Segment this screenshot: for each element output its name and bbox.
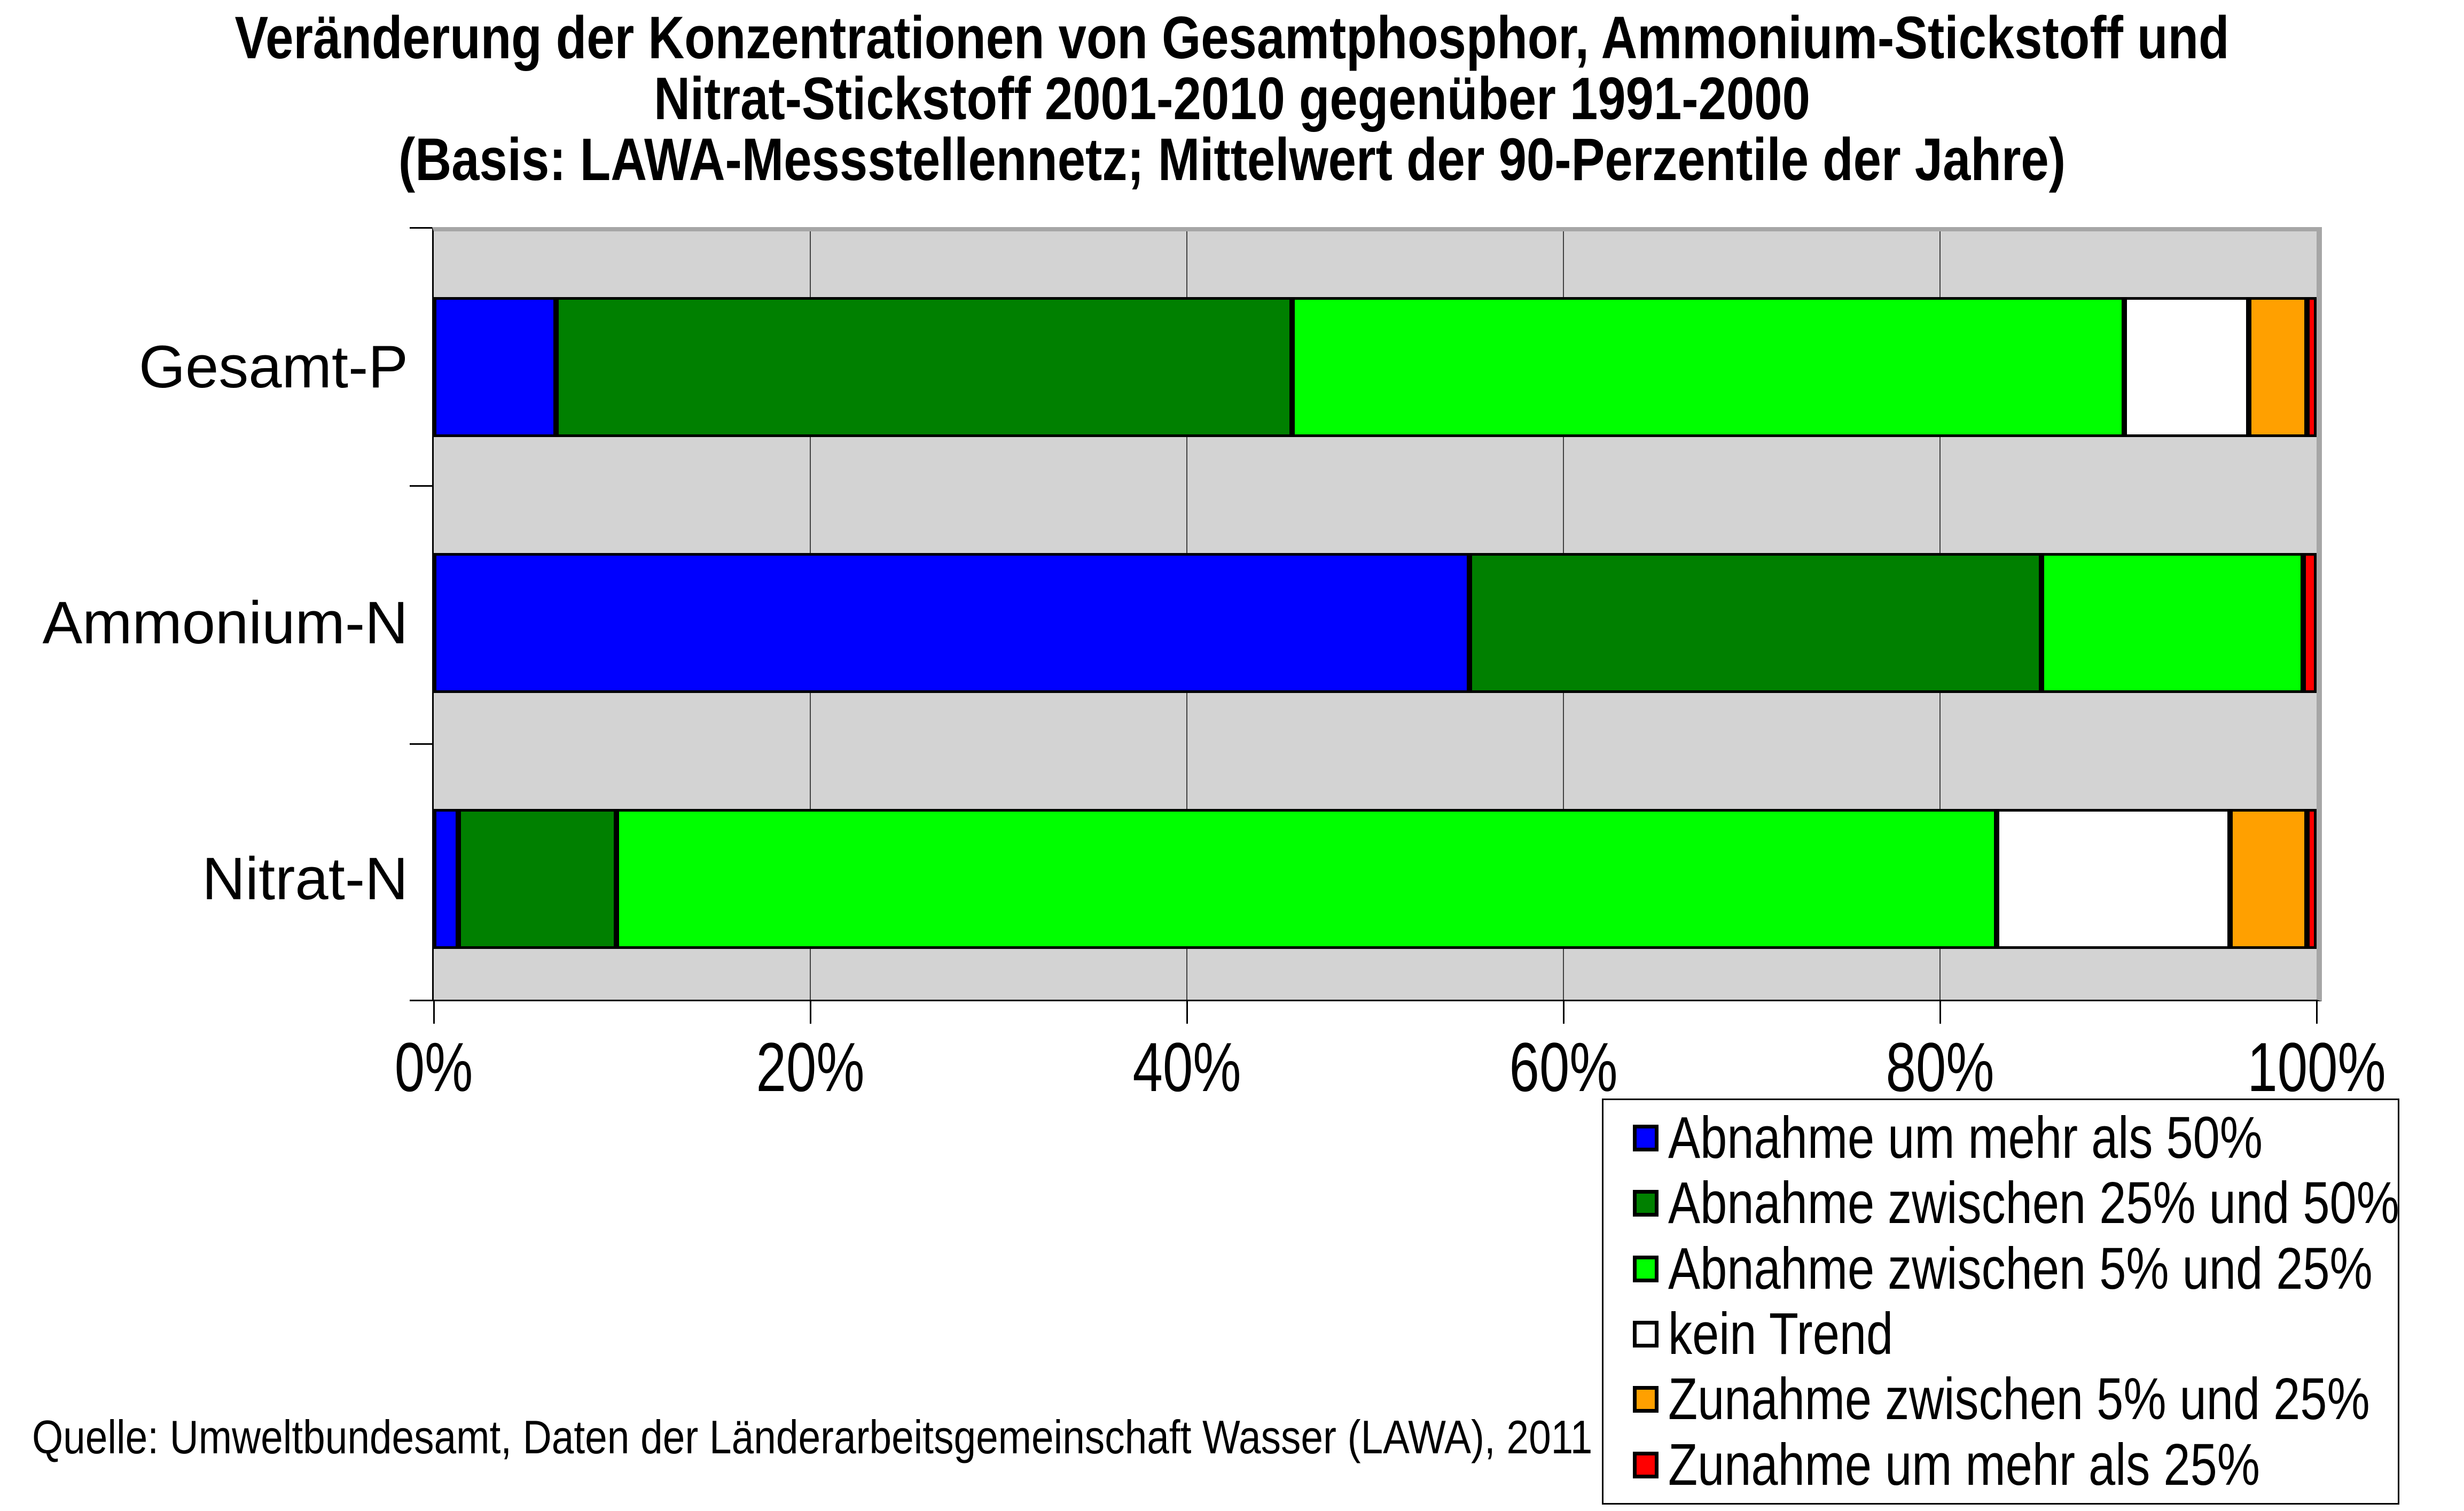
legend-item-label: Abnahme zwischen 25% und 50% xyxy=(1668,1170,2399,1236)
y-axis-tick xyxy=(410,485,432,487)
legend-item: Abnahme um mehr als 50% xyxy=(1633,1105,2398,1171)
bar-segment xyxy=(2230,809,2307,949)
y-axis-label-nitrat-n: Nitrat-N xyxy=(202,845,408,913)
chart-title: Veränderung der Konzentrationen von Gesa… xyxy=(197,7,2267,190)
legend-item: kein Trend xyxy=(1633,1301,2398,1367)
bar-row-ammonium-n xyxy=(434,553,2317,693)
y-axis-tick xyxy=(410,1000,432,1001)
source-note: Quelle: Umweltbundesamt, Daten der Lände… xyxy=(32,1411,1593,1463)
x-axis-tick xyxy=(1939,1001,1941,1024)
chart-title-line-2: Nitrat-Stickstoff 2001-2010 gegenüber 19… xyxy=(654,65,1810,132)
legend-swatch-icon xyxy=(1633,1255,1659,1282)
x-axis-label-80: 80% xyxy=(1886,1028,1994,1106)
bar-segment xyxy=(2307,297,2317,437)
legend-item: Abnahme zwischen 25% und 50% xyxy=(1633,1170,2399,1236)
x-axis-label-0: 0% xyxy=(394,1028,473,1106)
legend-swatch-icon xyxy=(1633,1125,1659,1152)
bar-segment xyxy=(434,809,458,949)
chart-title-line-1: Veränderung der Konzentrationen von Gesa… xyxy=(234,4,2230,71)
bar-segment xyxy=(2124,297,2249,437)
bar-segment xyxy=(616,809,1997,949)
bar-row-gesamt-p xyxy=(434,297,2317,437)
x-axis-label-40: 40% xyxy=(1132,1028,1241,1106)
x-axis-tick xyxy=(1186,1001,1188,1024)
x-axis-label-20: 20% xyxy=(756,1028,865,1106)
bar-segment xyxy=(2307,809,2317,949)
legend-item-label: Abnahme um mehr als 50% xyxy=(1668,1105,2263,1171)
y-axis-tick xyxy=(410,227,432,229)
plot-area xyxy=(432,227,2322,1001)
bar-segment xyxy=(1292,297,2125,437)
bar-segment xyxy=(2249,297,2307,437)
legend-item-label: kein Trend xyxy=(1668,1301,1894,1367)
x-axis-label-100: 100% xyxy=(2247,1028,2386,1106)
x-axis-tick xyxy=(2316,1001,2318,1024)
chart-title-line-3: (Basis: LAWA-Messstellennetz; Mittelwert… xyxy=(398,126,2066,193)
legend-item: Abnahme zwischen 5% und 25% xyxy=(1633,1235,2398,1302)
bar-segment xyxy=(1469,553,2042,693)
x-axis-tick xyxy=(1563,1001,1565,1024)
bar-segment xyxy=(434,297,557,437)
legend-item: Zunahme zwischen 5% und 25% xyxy=(1633,1366,2398,1432)
bar-segment xyxy=(556,297,1293,437)
legend-item: Zunahme um mehr als 25% xyxy=(1633,1431,2398,1498)
bar-segment xyxy=(2303,553,2317,693)
bar-row-nitrat-n xyxy=(434,809,2317,949)
legend-item-label: Zunahme zwischen 5% und 25% xyxy=(1668,1366,2370,1432)
legend-swatch-icon xyxy=(1633,1190,1659,1217)
x-axis-tick xyxy=(810,1001,811,1024)
y-axis-tick xyxy=(410,743,432,745)
legend-swatch-icon xyxy=(1633,1386,1659,1413)
bar-segment xyxy=(458,809,616,949)
legend-item-label: Zunahme um mehr als 25% xyxy=(1668,1431,2260,1498)
x-axis-label-60: 60% xyxy=(1509,1028,1618,1106)
legend-swatch-icon xyxy=(1633,1451,1659,1478)
bar-segment xyxy=(434,553,1469,693)
bar-segment xyxy=(1996,809,2230,949)
y-axis-label-ammonium-n: Ammonium-N xyxy=(42,589,408,656)
y-axis-label-gesamt-p: Gesamt-P xyxy=(138,333,408,400)
legend-item-label: Abnahme zwischen 5% und 25% xyxy=(1668,1235,2373,1302)
x-axis-tick xyxy=(433,1001,435,1024)
bar-segment xyxy=(2041,553,2304,693)
legend: Abnahme um mehr als 50% Abnahme zwischen … xyxy=(1602,1099,2399,1505)
legend-swatch-icon xyxy=(1633,1321,1659,1348)
